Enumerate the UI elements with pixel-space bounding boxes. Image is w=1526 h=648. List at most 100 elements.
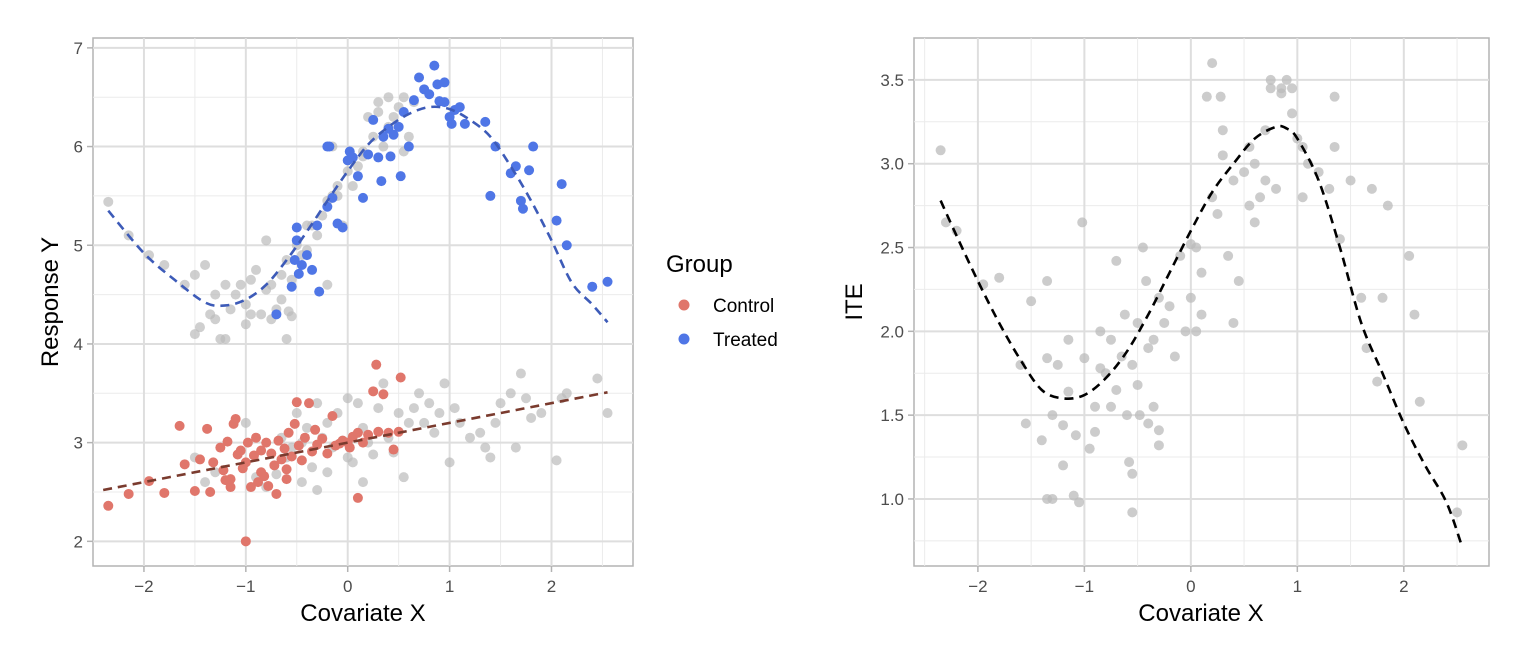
- counterfactual-point: [230, 289, 241, 300]
- counterfactual-point: [373, 403, 384, 414]
- counterfactual-point: [189, 269, 200, 280]
- control-point: [103, 500, 114, 511]
- counterfactual-point: [291, 408, 302, 419]
- ite-point: [1143, 343, 1154, 354]
- counterfactual-point: [592, 373, 603, 384]
- control-point: [310, 424, 321, 435]
- treated-point: [352, 171, 363, 182]
- control-point: [368, 386, 379, 397]
- control-point: [230, 413, 241, 424]
- ite-point: [1084, 443, 1095, 454]
- left-x-tick-label: −2: [134, 577, 153, 596]
- ite-point: [1356, 292, 1367, 303]
- ite-point: [1276, 88, 1287, 99]
- counterfactual-point: [414, 388, 425, 399]
- ite-point: [1047, 493, 1058, 504]
- ite-point: [1070, 430, 1081, 441]
- counterfactual-point: [393, 408, 404, 419]
- ite-point: [1217, 150, 1228, 161]
- ite-point: [1233, 276, 1244, 287]
- ite-point: [1111, 255, 1122, 266]
- ite-point: [1404, 250, 1415, 261]
- control-point: [205, 486, 216, 497]
- control-point: [189, 485, 200, 496]
- ite-point: [1063, 334, 1074, 345]
- treated-point: [524, 165, 535, 176]
- counterfactual-point: [526, 412, 537, 423]
- right-y-tick-label: 1.0: [880, 490, 904, 509]
- treated-point: [414, 72, 425, 83]
- right-x-tick-label: 0: [1186, 577, 1195, 596]
- right-chart-panel: −2 −1 0 1 2 1.0 1.5 2.0 2.5 3.0 3.5 Covariate X I…: [841, 37, 1490, 627]
- counterfactual-point: [103, 196, 114, 207]
- ite-point: [1063, 386, 1074, 397]
- control-point: [208, 457, 219, 468]
- counterfactual-point: [276, 294, 287, 305]
- ite-point: [1324, 183, 1335, 194]
- left-y-tick-label: 7: [74, 39, 83, 58]
- treated-fit-line: [107, 105, 609, 324]
- treated-point: [322, 141, 333, 152]
- left-chart-panel: −2 −1 0 1 2 2 3 4 5 6 7 Covariate X Response Y: [37, 37, 634, 627]
- counterfactual-point: [352, 398, 363, 409]
- control-point: [371, 359, 382, 370]
- control-point: [225, 474, 236, 485]
- counterfactual-point: [490, 417, 501, 428]
- left-x-tick-label: 2: [547, 577, 556, 596]
- control-point: [251, 432, 262, 443]
- control-point: [291, 397, 302, 408]
- control-point: [215, 442, 226, 453]
- left-x-tick-label: −1: [236, 577, 255, 596]
- control-point: [276, 454, 287, 465]
- treated-point: [301, 250, 312, 261]
- ite-point: [1281, 74, 1292, 85]
- ite-point: [1020, 418, 1031, 429]
- control-point: [296, 455, 307, 466]
- counterfactual-point: [307, 462, 318, 473]
- treated-point: [291, 222, 302, 233]
- right-y-tick-label: 3.5: [880, 71, 904, 90]
- ite-point: [1452, 507, 1463, 518]
- counterfactual-point: [256, 309, 267, 320]
- control-point: [317, 433, 328, 444]
- ite-point: [1119, 309, 1130, 320]
- control-point: [352, 427, 363, 438]
- counterfactual-point: [235, 279, 246, 290]
- counterfactual-point: [240, 319, 251, 330]
- right-x-tick-label: 1: [1293, 577, 1302, 596]
- ite-point: [1212, 209, 1223, 219]
- control-point: [225, 482, 236, 493]
- ite-point: [1366, 183, 1377, 194]
- ite-point: [1132, 317, 1143, 328]
- counterfactual-point: [220, 279, 231, 290]
- counterfactual-point: [296, 477, 307, 488]
- legend-title: Group: [666, 251, 733, 278]
- control-point: [263, 481, 274, 492]
- ite-point: [1079, 353, 1090, 364]
- counterfactual-point: [419, 417, 430, 428]
- control-point: [281, 464, 292, 475]
- control-point: [388, 444, 399, 455]
- counterfactual-point: [439, 378, 450, 389]
- ite-point: [1134, 410, 1145, 421]
- ite-point: [1265, 83, 1276, 94]
- control-point: [256, 445, 267, 456]
- left-y-tick-label: 6: [74, 138, 83, 157]
- treated-point: [528, 141, 539, 152]
- counterfactual-point: [444, 457, 455, 468]
- ite-point: [1074, 497, 1085, 508]
- counterfactual-point: [210, 289, 221, 300]
- control-point: [174, 420, 185, 431]
- legend-swatch-treated: [678, 333, 690, 345]
- counterfactual-point: [378, 141, 389, 152]
- counterfactual-point: [521, 393, 532, 404]
- counterfactual-point: [245, 309, 256, 320]
- treated-point: [602, 276, 613, 287]
- ite-point: [1111, 385, 1122, 395]
- ite-point: [1047, 410, 1058, 421]
- counterfactual-point: [475, 427, 486, 438]
- ite-point: [1180, 326, 1191, 337]
- ite-point: [1153, 425, 1164, 436]
- counterfactual-point: [200, 477, 211, 488]
- right-y-tick-label: 3.0: [880, 155, 904, 174]
